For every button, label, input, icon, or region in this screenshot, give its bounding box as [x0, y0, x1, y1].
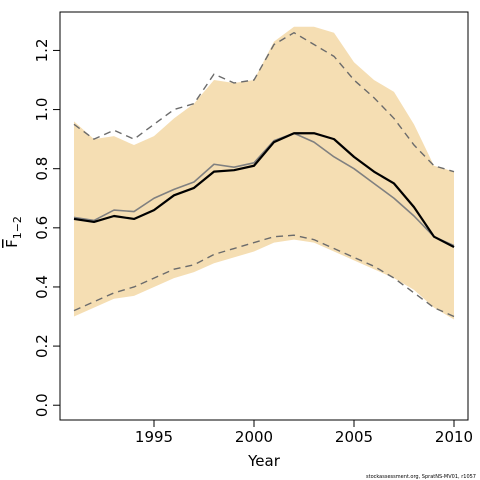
y-axis-title-subscript: 1−2	[11, 216, 24, 239]
x-axis-title: Year	[247, 452, 281, 470]
y-tick-label: 0.8	[33, 157, 51, 181]
x-tick-label: 2005	[335, 428, 373, 446]
svg-text:F1−2: F1−2	[3, 216, 24, 248]
series-lines-layer	[73, 31, 455, 318]
x-axis: 1995 2000 2005 2010	[135, 420, 473, 446]
y-tick-label: 0.6	[33, 216, 51, 240]
x-tick-label: 2010	[435, 428, 473, 446]
series-line-estimate	[73, 132, 455, 249]
confidence-band	[74, 26, 454, 320]
x-tick-label: 1995	[135, 428, 173, 446]
y-tick-label: 1.2	[33, 39, 51, 63]
credit-text: stockassessment.org, SpratNS-MV01, r1057	[366, 474, 476, 480]
y-axis: 0.0 0.2 0.4 0.6 0.8 1.0 1.2	[33, 39, 60, 417]
x-tick-label: 2000	[235, 428, 273, 446]
y-axis-title: F1−2	[3, 216, 24, 248]
y-tick-label: 0.2	[33, 334, 51, 358]
y-tick-label: 0.0	[33, 393, 51, 417]
series-line-comparison	[73, 132, 455, 247]
y-axis-title-main: F	[3, 239, 21, 248]
confidence-band-layer	[74, 26, 454, 320]
series-line-upper-bound	[73, 31, 455, 173]
y-tick-label: 0.4	[33, 275, 51, 299]
y-tick-label: 1.0	[33, 98, 51, 122]
series-line-lower-bound	[73, 234, 455, 318]
plot-frame	[59, 11, 469, 421]
